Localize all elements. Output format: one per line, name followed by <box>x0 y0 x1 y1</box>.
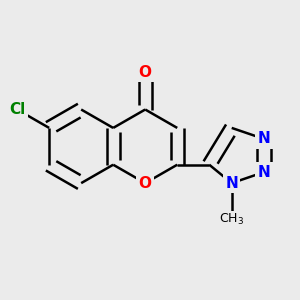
Text: N: N <box>258 131 271 146</box>
Text: CH$_3$: CH$_3$ <box>219 212 244 227</box>
Text: O: O <box>139 65 152 80</box>
Text: O: O <box>139 176 152 190</box>
Text: N: N <box>225 176 238 190</box>
Text: N: N <box>258 165 271 180</box>
Text: Cl: Cl <box>9 102 25 117</box>
